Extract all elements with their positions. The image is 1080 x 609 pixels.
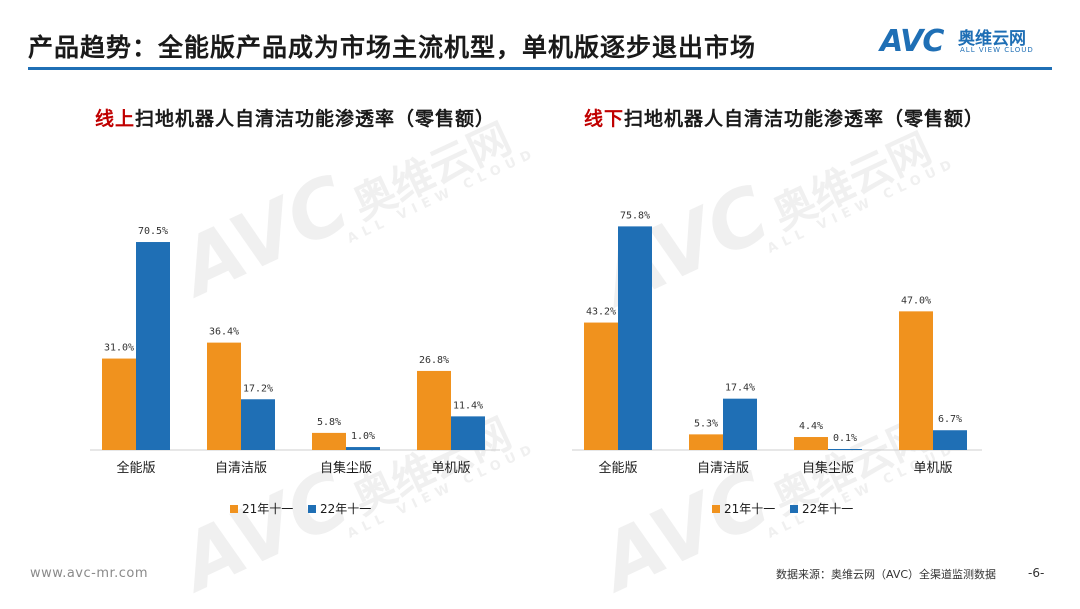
offline-bar-chart: 43.2% 75.8% 全能版 5.3% 17.4% 自清洁版 4.4% 0.1% 自集尘版 47… — [572, 210, 982, 516]
data-label: 75.8% — [620, 210, 650, 221]
footer-data-source: 数据来源：奥维云网（AVC）全渠道监测数据 — [776, 568, 997, 581]
category-label: 单机版 — [913, 461, 952, 476]
bar-21-1 — [689, 434, 723, 450]
chart-title-online-accent: 线上 — [95, 108, 136, 130]
category-label: 全能版 — [598, 460, 637, 476]
bar-22-2 — [346, 447, 380, 450]
chart-title-offline: 线下扫地机器人自清洁功能渗透率（零售额） — [584, 104, 984, 131]
category-label: 自集尘版 — [802, 460, 854, 476]
category-label: 自清洁版 — [215, 461, 267, 476]
bar-22-2 — [828, 449, 862, 450]
data-label: 5.8% — [317, 417, 341, 428]
avc-logo: AVC 奥维云网 ALL VIEW CLOUD — [880, 24, 1052, 60]
bar-21-2 — [312, 432, 346, 450]
category-label: 自清洁版 — [697, 461, 749, 476]
data-label: 36.4% — [209, 327, 239, 338]
data-label: 1.0% — [351, 431, 375, 442]
footer-website: www.avc-mr.com — [30, 566, 149, 581]
chart-title-online: 线上扫地机器人自清洁功能渗透率（零售额） — [95, 104, 495, 131]
bar-22-0 — [136, 242, 170, 450]
legend-label: 21年十一 — [242, 502, 293, 516]
data-label: 17.4% — [725, 383, 755, 394]
logo-cn-text: 奥维云网 — [958, 29, 1026, 49]
bar-22-3 — [933, 430, 967, 450]
bar-21-3 — [417, 370, 451, 450]
data-label: 4.4% — [799, 421, 823, 432]
page-title: 产品趋势：全能版产品成为市场主流机型，单机版逐步退出市场 — [28, 33, 757, 62]
data-label: 0.1% — [833, 433, 857, 444]
legend-label: 21年十一 — [724, 502, 775, 516]
category-label: 自集尘版 — [320, 460, 372, 476]
data-label: 5.3% — [694, 418, 718, 429]
legend-label: 22年十一 — [320, 502, 371, 516]
chart-title-online-rest: 扫地机器人自清洁功能渗透率（零售额） — [135, 108, 496, 130]
legend-swatch-21 — [712, 505, 720, 513]
legend-swatch-22 — [308, 505, 316, 513]
bar-22-1 — [241, 399, 275, 450]
category-label: 全能版 — [116, 460, 155, 476]
data-label: 6.7% — [938, 414, 962, 425]
data-label: 11.4% — [453, 400, 483, 411]
chart-title-offline-rest: 扫地机器人自清洁功能渗透率（零售额） — [624, 108, 985, 130]
data-label: 26.8% — [419, 355, 449, 366]
legend-label: 22年十一 — [802, 502, 853, 516]
logo-en-text: ALL VIEW CLOUD — [960, 46, 1034, 54]
data-label: 17.2% — [243, 383, 273, 394]
bar-21-2 — [794, 437, 828, 450]
bar-22-0 — [618, 226, 652, 450]
data-label: 70.5% — [138, 226, 168, 237]
bar-21-1 — [207, 342, 241, 450]
bar-21-0 — [102, 358, 136, 450]
bar-21-0 — [584, 322, 618, 450]
legend-swatch-22 — [790, 505, 798, 513]
bar-22-3 — [451, 416, 485, 450]
header-divider — [28, 67, 1052, 70]
page-number: -6- — [1028, 566, 1045, 580]
category-label: 单机版 — [431, 461, 470, 476]
data-label: 31.0% — [104, 343, 134, 354]
data-label: 47.0% — [901, 295, 931, 306]
legend-swatch-21 — [230, 505, 238, 513]
logo-avc-text: AVC — [880, 24, 944, 59]
bar-22-1 — [723, 398, 757, 450]
online-bar-chart: 31.0% 70.5% 全能版 36.4% 17.2% 自清洁版 5.8% 1.0% 自集尘版 2… — [90, 226, 500, 516]
chart-title-offline-accent: 线下 — [584, 108, 625, 130]
data-label: 43.2% — [586, 307, 616, 318]
bar-21-3 — [899, 311, 933, 450]
